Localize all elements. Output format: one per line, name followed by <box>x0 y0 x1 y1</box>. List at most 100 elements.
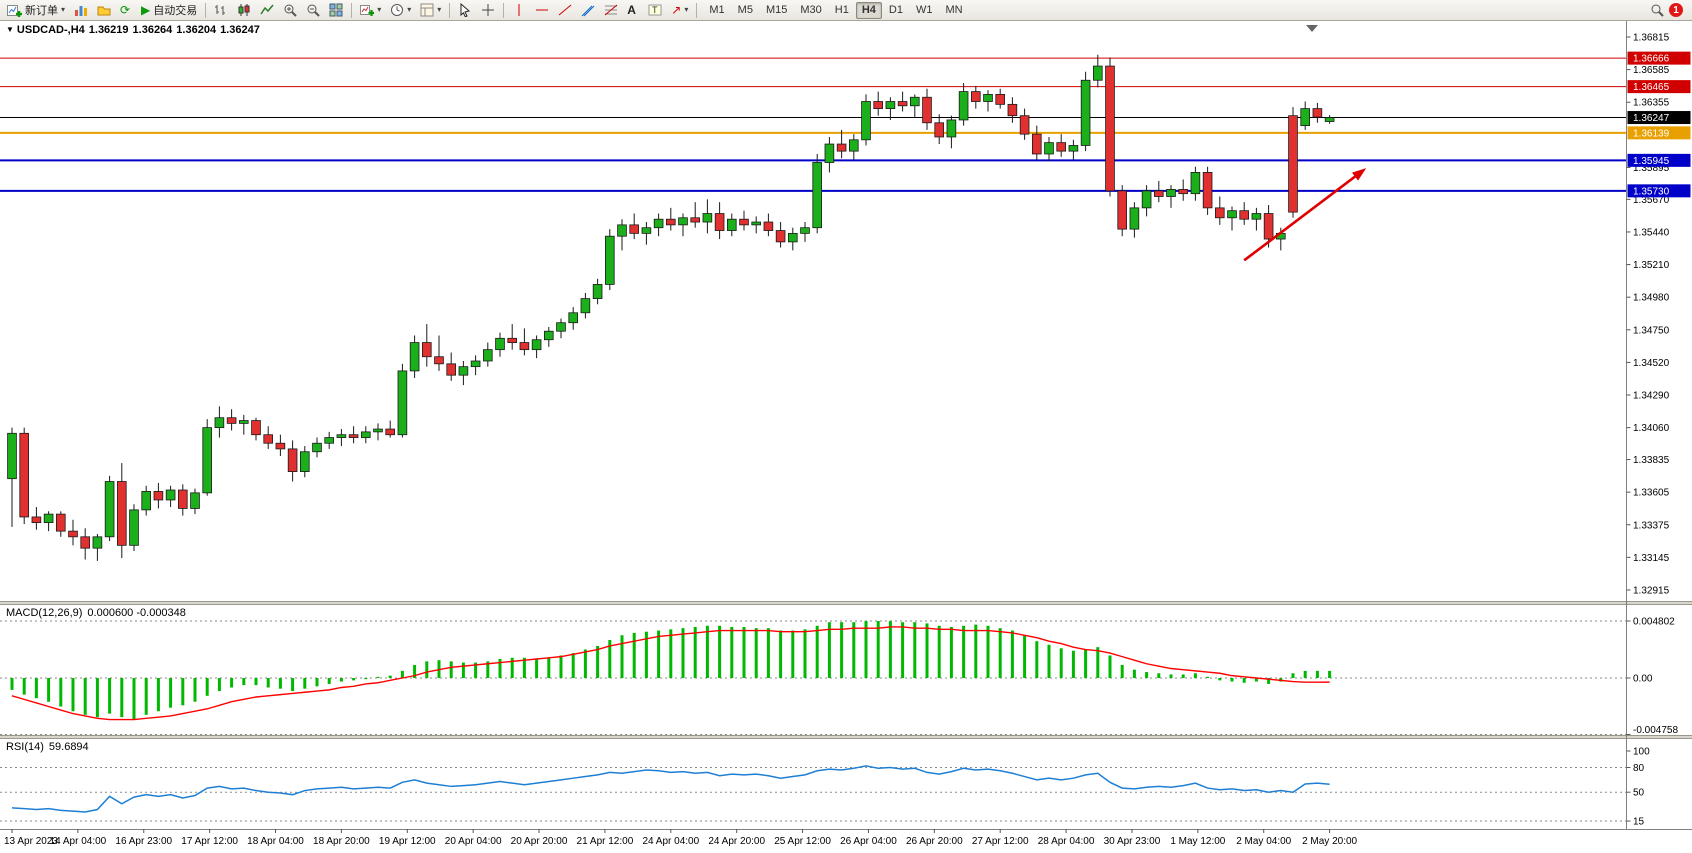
charts-icon <box>74 3 88 17</box>
toolbar-divider <box>205 2 207 18</box>
price-axis[interactable]: 1.36815 1.36585 1.36355 1.35895 1.35670 1.354… <box>1626 33 1691 828</box>
text-tool[interactable]: A <box>623 1 643 20</box>
macd-panel[interactable] <box>0 620 1627 735</box>
svg-text:26 Apr 04:00: 26 Apr 04:00 <box>840 836 897 847</box>
svg-text:1.35670: 1.35670 <box>1633 195 1670 206</box>
trend-arrow-annotation[interactable] <box>1243 168 1367 262</box>
text-label-tool[interactable]: T <box>644 1 666 20</box>
template-icon <box>420 3 434 17</box>
timeframe-m15-button[interactable]: M15 <box>760 2 793 19</box>
fibonacci-icon <box>604 3 618 17</box>
toolbar-divider <box>503 2 505 18</box>
chart-canvas[interactable]: 1.36815 1.36585 1.36355 1.35895 1.35670 1.354… <box>0 21 1692 853</box>
svg-text:17 Apr 12:00: 17 Apr 12:00 <box>181 836 238 847</box>
timeframe-d1-button[interactable]: D1 <box>883 2 909 19</box>
indicators-icon <box>360 3 375 17</box>
indicators-button[interactable]: ▾ <box>356 1 385 20</box>
svg-text:20 Apr 04:00: 20 Apr 04:00 <box>445 836 502 847</box>
charts-button[interactable] <box>70 1 92 20</box>
crosshair-button[interactable] <box>477 1 499 20</box>
timeframe-h4-button[interactable]: H4 <box>855 1 882 19</box>
svg-text:1.36815: 1.36815 <box>1633 33 1670 44</box>
svg-text:1.33835: 1.33835 <box>1633 455 1670 466</box>
svg-text:1.34060: 1.34060 <box>1633 423 1670 434</box>
svg-text:1.36585: 1.36585 <box>1633 65 1670 76</box>
profiles-icon <box>97 3 111 17</box>
zoom-in-button[interactable] <box>279 1 301 20</box>
timeframe-mn-button[interactable]: MN <box>939 2 968 19</box>
macd-label: MACD(12,26,9) 0.000600 -0.000348 <box>6 607 191 619</box>
svg-text:25 Apr 12:00: 25 Apr 12:00 <box>774 836 831 847</box>
notification-badge[interactable]: 1 <box>1669 3 1683 17</box>
svg-text:2 May 04:00: 2 May 04:00 <box>1236 836 1291 847</box>
svg-text:1.34980: 1.34980 <box>1633 293 1670 304</box>
timeframe-m30-button[interactable]: M30 <box>794 2 827 19</box>
chart-shift-marker[interactable] <box>1306 25 1318 32</box>
channel-tool[interactable] <box>577 1 599 20</box>
vertical-line-tool[interactable] <box>508 1 530 20</box>
tile-windows-button[interactable] <box>325 1 347 20</box>
bar-chart-button[interactable] <box>210 1 232 20</box>
svg-text:100: 100 <box>1633 747 1650 758</box>
arrows-dropdown[interactable]: ↗ ▾ <box>667 1 692 20</box>
timeframe-h1-button[interactable]: H1 <box>829 2 855 19</box>
horizontal-line-tool[interactable] <box>531 1 553 20</box>
periods-dropdown[interactable]: ▾ <box>386 1 415 20</box>
rsi-value: 59.6894 <box>48 741 89 753</box>
profiles-button[interactable] <box>93 1 115 20</box>
svg-text:0.004802: 0.004802 <box>1633 617 1675 628</box>
cursor-button[interactable] <box>454 1 476 20</box>
new-order-button[interactable]: 新订单 ▾ <box>3 1 69 20</box>
zoom-out-button[interactable] <box>302 1 324 20</box>
zoom-in-icon <box>283 3 297 17</box>
svg-text:18 Apr 04:00: 18 Apr 04:00 <box>247 836 304 847</box>
svg-text:19 Apr 12:00: 19 Apr 12:00 <box>379 836 436 847</box>
chart-window[interactable]: 1.36815 1.36585 1.36355 1.35895 1.35670 1.354… <box>0 21 1692 853</box>
vertical-line-icon <box>512 3 526 17</box>
chart-symbol-period: USDCAD-,H4 <box>16 24 85 36</box>
search-button[interactable] <box>1646 1 1668 20</box>
svg-text:30 Apr 23:00: 30 Apr 23:00 <box>1104 836 1161 847</box>
rsi-panel[interactable] <box>0 765 1627 822</box>
trendline-tool[interactable] <box>554 1 576 20</box>
autotrading-button[interactable]: ▶ 自动交易 <box>137 1 201 20</box>
timeframe-m1-button[interactable]: M1 <box>703 2 730 19</box>
svg-text:50: 50 <box>1633 788 1645 799</box>
macd-name: MACD(12,26,9) <box>6 607 83 619</box>
chevron-down-icon: ▾ <box>407 5 412 14</box>
svg-text:14 Apr 04:00: 14 Apr 04:00 <box>50 836 107 847</box>
ohlc-close: 1.36247 <box>220 24 260 36</box>
macd-values: 0.000600 -0.000348 <box>87 607 186 619</box>
arrow-tool-icon: ↗ <box>671 3 682 17</box>
svg-text:1.35945: 1.35945 <box>1633 156 1670 167</box>
chevron-down-icon: ▾ <box>61 5 66 14</box>
zoom-out-icon <box>306 3 320 17</box>
candlestick-icon <box>237 3 251 17</box>
symbol-menu-icon[interactable]: ▼ <box>6 25 14 34</box>
svg-text:1.34520: 1.34520 <box>1633 358 1670 369</box>
toolbar-divider <box>449 2 451 18</box>
pointer-icon <box>458 3 472 17</box>
main-toolbar: 新订单 ▾ ⟳ ▶ 自动交易 ▾ ▾ ▾ <box>0 0 1692 21</box>
svg-text:2 May 20:00: 2 May 20:00 <box>1302 836 1357 847</box>
ohlc-bars-icon <box>214 3 228 17</box>
timeframe-m5-button[interactable]: M5 <box>732 2 759 19</box>
autotrading-label: 自动交易 <box>153 5 198 17</box>
ohlc-low: 1.36204 <box>176 24 217 36</box>
svg-text:24 Apr 04:00: 24 Apr 04:00 <box>642 836 699 847</box>
new-order-icon <box>7 3 22 17</box>
templates-dropdown[interactable]: ▾ <box>416 1 445 20</box>
ohlc-high: 1.36264 <box>132 24 173 36</box>
candlestick-chart-button[interactable] <box>233 1 255 20</box>
price-level-lines[interactable] <box>0 57 1627 192</box>
line-chart-button[interactable] <box>256 1 278 20</box>
timeframe-w1-button[interactable]: W1 <box>910 2 939 19</box>
svg-text:1.36465: 1.36465 <box>1633 82 1670 93</box>
horizontal-line-icon <box>535 3 549 17</box>
svg-text:1 May 12:00: 1 May 12:00 <box>1170 836 1225 847</box>
refresh-button[interactable]: ⟳ <box>116 1 136 20</box>
fibonacci-tool[interactable] <box>600 1 622 20</box>
candlesticks[interactable] <box>7 54 1335 561</box>
text-label-icon: T <box>648 3 662 17</box>
